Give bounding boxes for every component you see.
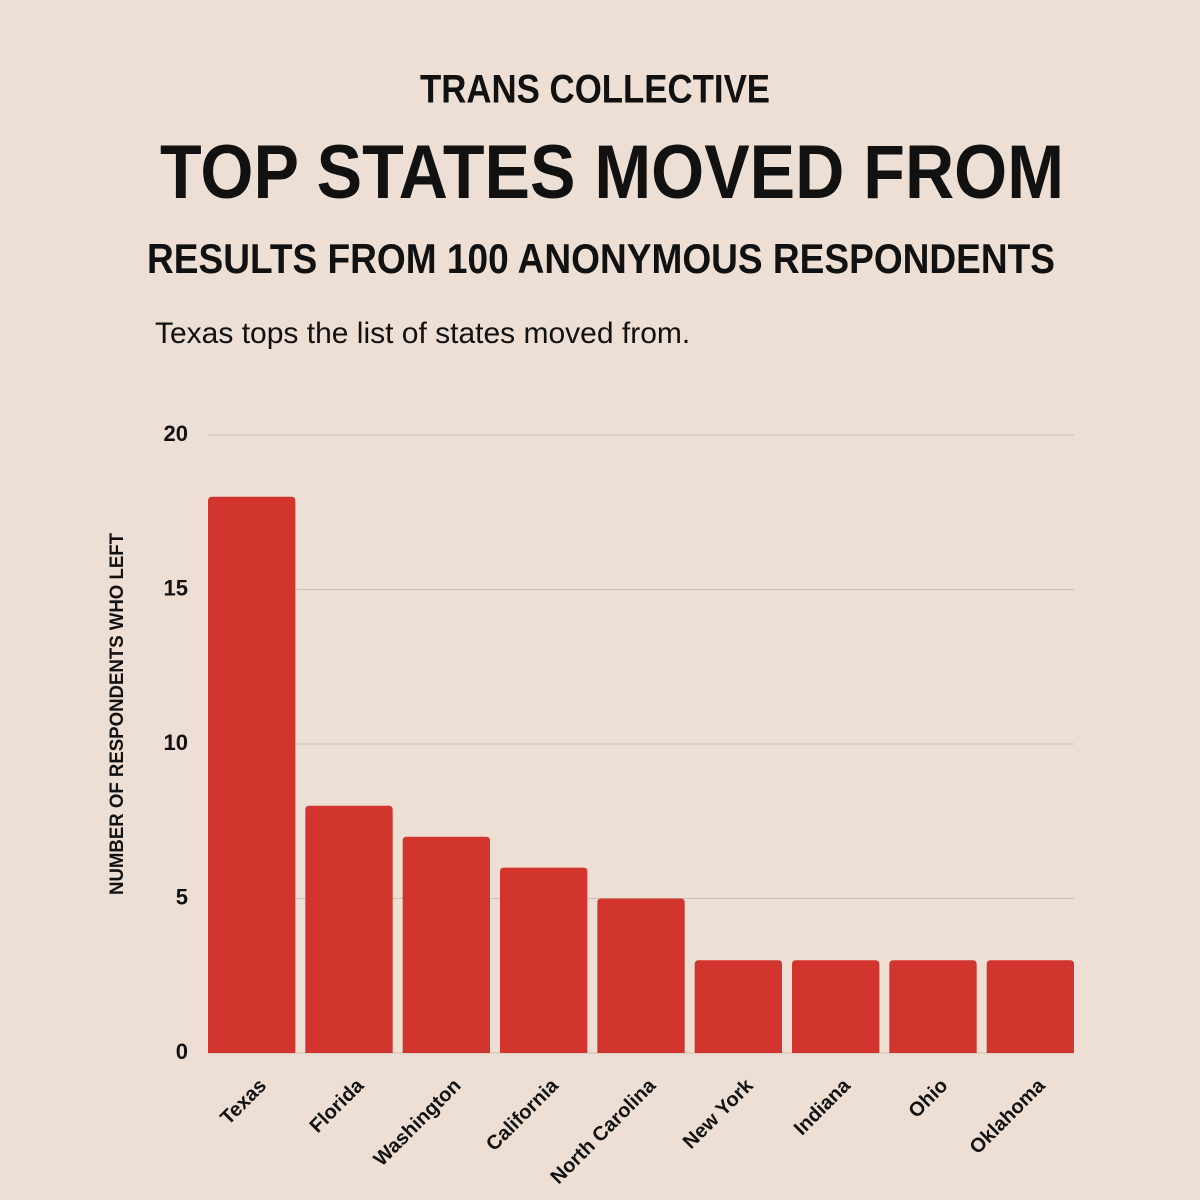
- bar: [208, 496, 296, 1053]
- bar: [402, 836, 490, 1053]
- chart-title: TOP STATES MOVED FROM: [160, 130, 1064, 215]
- y-axis-label: NUMBER OF RESPONDENTS WHO LEFT: [107, 533, 128, 895]
- y-tick-label: 15: [164, 575, 188, 600]
- chart-subtitle: RESULTS FROM 100 ANONYMOUS RESPONDENTS: [147, 235, 1055, 282]
- bar: [500, 867, 588, 1053]
- y-tick-label: 5: [176, 884, 188, 909]
- y-tick-label: 10: [164, 730, 188, 755]
- bar: [889, 960, 977, 1053]
- bar: [792, 960, 880, 1053]
- bar: [597, 898, 685, 1053]
- y-tick-label: 0: [176, 1039, 188, 1064]
- supertitle: TRANS COLLECTIVE: [420, 68, 770, 112]
- bar: [986, 960, 1074, 1053]
- bar: [305, 805, 393, 1053]
- bar: [694, 960, 782, 1053]
- annotation: Texas tops the list of states moved from…: [155, 317, 690, 350]
- y-tick-label: 20: [164, 421, 188, 446]
